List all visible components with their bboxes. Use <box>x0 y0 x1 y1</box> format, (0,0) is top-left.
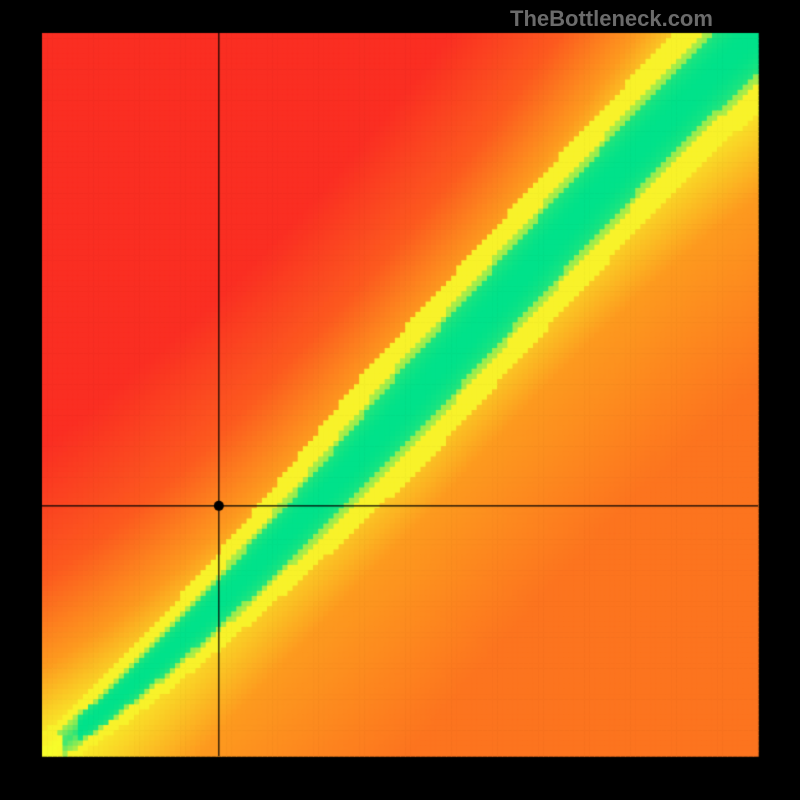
chart-container: { "watermark": { "text": "TheBottleneck.… <box>0 0 800 800</box>
watermark-text: TheBottleneck.com <box>510 6 713 32</box>
bottleneck-heatmap <box>0 0 800 800</box>
